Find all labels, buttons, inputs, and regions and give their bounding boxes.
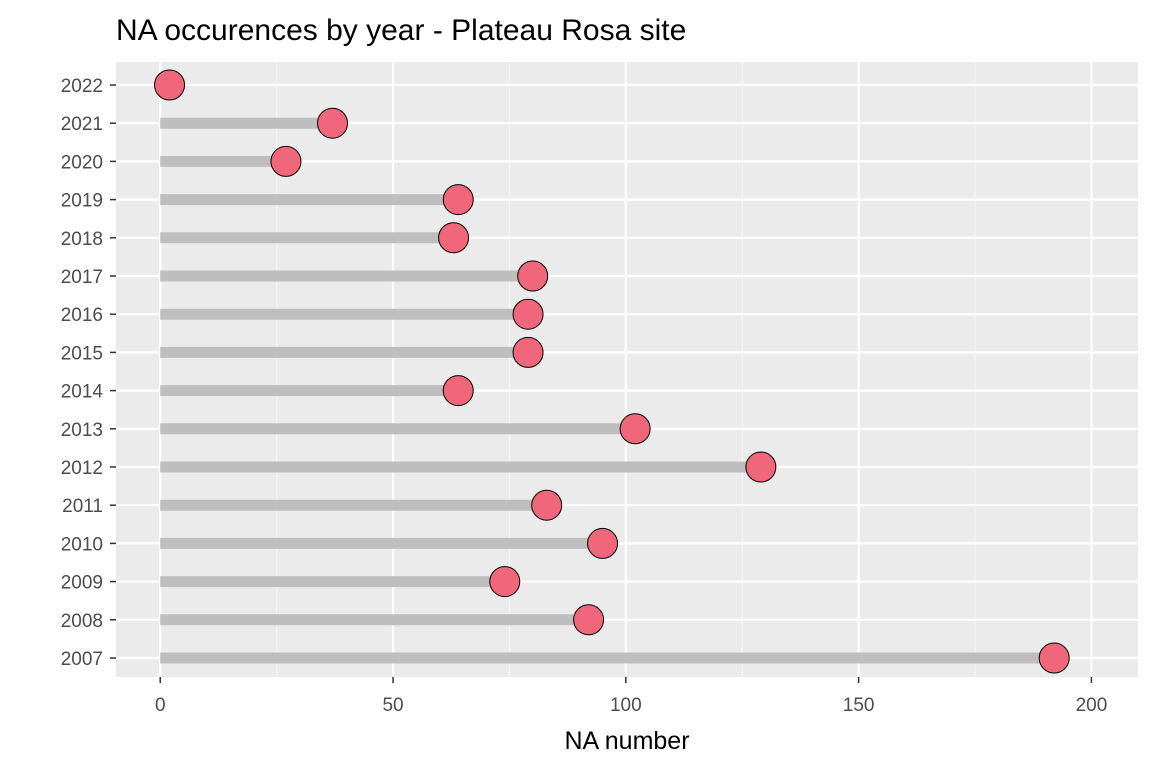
point-2007 [1038, 642, 1070, 674]
y-tick-label: 2010 [61, 534, 103, 555]
x-axis: 0 50 100 150 200 [155, 677, 1107, 716]
x-tick-label: 200 [1076, 695, 1108, 716]
lollipop-stems [160, 79, 1055, 664]
y-tick-label: 2018 [61, 229, 103, 250]
point-2018 [438, 222, 470, 254]
y-tick-label: 2016 [61, 305, 103, 326]
x-tick-label: 150 [843, 695, 875, 716]
y-tick-label: 2014 [61, 382, 104, 403]
point-2010 [587, 527, 619, 559]
point-2014 [442, 375, 474, 407]
x-tick-label: 0 [155, 695, 166, 716]
point-2009 [489, 566, 521, 598]
point-2020 [270, 145, 302, 177]
y-tick-label: 2017 [61, 267, 103, 288]
y-tick-label: 2008 [61, 611, 103, 632]
x-tick-label: 100 [610, 695, 642, 716]
point-2012 [745, 451, 777, 483]
point-2013 [619, 413, 651, 445]
chart-title: NA occurences by year - Plateau Rosa sit… [116, 14, 686, 47]
point-2008 [573, 604, 605, 636]
y-tick-label: 2007 [61, 649, 103, 670]
y-tick-label: 2021 [61, 114, 103, 135]
point-2016 [512, 298, 544, 330]
y-tick-label: 2011 [62, 496, 103, 517]
y-tick-label: 2019 [61, 191, 103, 212]
y-tick-label: 2009 [61, 573, 103, 594]
x-tick-label: 50 [382, 695, 403, 716]
y-tick-label: 2012 [61, 458, 103, 479]
y-axis: 2007 2008 2009 2010 2011 2012 2013 2014 2015 2016… [61, 76, 116, 670]
point-2019 [442, 184, 474, 216]
point-2011 [531, 489, 563, 521]
y-tick-label: 2015 [61, 343, 103, 364]
point-2022 [154, 69, 186, 101]
y-tick-label: 2013 [61, 420, 103, 441]
point-2015 [512, 336, 544, 368]
point-2017 [517, 260, 549, 292]
lollipop-points [154, 69, 1070, 674]
y-tick-label: 2020 [61, 152, 103, 173]
y-tick-label: 2022 [61, 76, 103, 97]
x-axis-title: NA number [564, 727, 689, 755]
point-2021 [317, 107, 349, 139]
